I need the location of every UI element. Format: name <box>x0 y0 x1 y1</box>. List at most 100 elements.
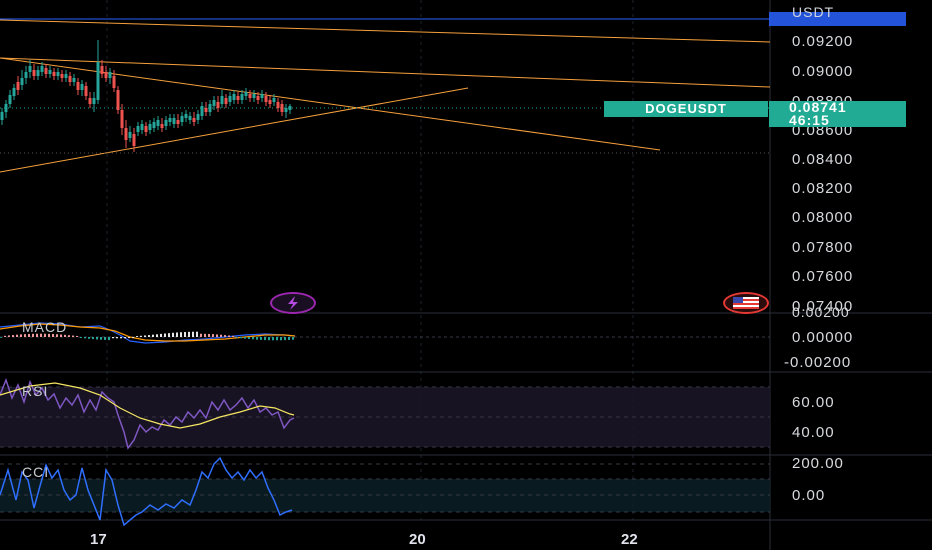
candle-body <box>100 66 104 74</box>
us-flag-icon[interactable] <box>723 292 769 314</box>
macd-histogram-bar <box>172 332 174 337</box>
bar-countdown: 46:15 <box>789 112 830 128</box>
macd-histogram-bar <box>96 337 98 340</box>
candle-body <box>140 124 144 130</box>
macd-histogram-bar <box>128 337 130 339</box>
rsi-axis-60: 60.00 <box>792 394 835 411</box>
candle-body <box>64 74 68 78</box>
candle-body <box>156 120 160 126</box>
candle-body <box>4 104 8 112</box>
macd-histogram-bar <box>160 333 162 337</box>
macd-axis-top: 0.00200 <box>792 304 850 320</box>
candle-body <box>252 94 256 98</box>
macd-histogram-bar <box>280 337 282 341</box>
candle-body <box>124 128 128 140</box>
candle-body <box>168 118 172 122</box>
candle-body <box>164 120 168 126</box>
candle-body <box>248 94 252 98</box>
macd-histogram-bar <box>268 337 270 341</box>
macd-histogram-bar <box>52 334 54 337</box>
macd-histogram-bar <box>48 333 50 337</box>
candle-body <box>92 98 96 104</box>
macd-pane-label[interactable]: MACD <box>22 319 68 335</box>
candlestick-series[interactable] <box>0 40 292 152</box>
candle-body <box>40 66 44 72</box>
candle-body <box>72 78 76 82</box>
price-axis-label: 0.07600 <box>792 268 854 285</box>
trendlines[interactable] <box>0 19 771 173</box>
candle-body <box>180 116 184 122</box>
candle-body <box>52 72 56 76</box>
price-axis-label: 0.09000 <box>792 63 854 80</box>
candle-body <box>184 114 188 118</box>
candle-body <box>212 100 216 106</box>
macd-histogram-bar <box>212 334 214 337</box>
candle-body <box>176 120 180 124</box>
date-label-17: 17 <box>90 531 107 548</box>
macd-histogram-bar <box>32 333 34 337</box>
macd-histogram-bar <box>276 337 278 341</box>
candle-body <box>8 95 12 104</box>
lightning-icon[interactable] <box>270 292 316 314</box>
date-label-22: 22 <box>621 531 638 548</box>
candle-body <box>112 76 116 88</box>
symbol-tag: DOGEUSDT <box>604 101 768 117</box>
macd-histogram-bar <box>288 337 290 340</box>
cci-line <box>0 456 293 527</box>
date-label-20: 20 <box>409 531 426 548</box>
macd-histogram-bar <box>264 337 266 341</box>
macd-histogram-bar <box>80 337 82 338</box>
candle-body <box>200 106 204 116</box>
macd-histogram-bar <box>72 335 74 337</box>
candle-body <box>280 104 284 112</box>
candle-body <box>36 70 40 76</box>
candle-body <box>68 76 72 82</box>
candle-body <box>56 72 60 76</box>
macd-histogram-bar <box>136 336 138 337</box>
rsi-line <box>0 377 295 450</box>
macd-histogram-bar <box>148 335 150 337</box>
macd-histogram-bar <box>168 333 170 337</box>
macd-histogram-bar <box>284 337 286 341</box>
macd-histogram-bar <box>144 335 146 337</box>
macd-histogram-bar <box>156 334 158 337</box>
candle-body <box>132 134 136 146</box>
macd-histogram-bar <box>124 337 126 339</box>
quote-currency-label: USDT <box>792 4 835 20</box>
candle-body <box>28 66 32 72</box>
macd-histogram-bar <box>292 337 294 340</box>
cci-pane-label[interactable]: CCI <box>22 464 50 480</box>
macd-histogram-bar <box>252 337 254 340</box>
macd-histogram-bar <box>232 335 234 337</box>
macd-histogram-bar <box>272 337 274 341</box>
candle-body <box>88 98 92 104</box>
candle-body <box>244 92 248 96</box>
candle-body <box>0 112 4 120</box>
candle-body <box>236 96 240 100</box>
rsi-pane-label[interactable]: RSI <box>22 383 49 399</box>
macd-histogram-bar <box>104 337 106 340</box>
candle-body <box>84 86 88 96</box>
candle-body <box>108 72 112 78</box>
macd-histogram-bar <box>176 332 178 337</box>
candle-body <box>256 96 260 100</box>
macd-histogram-bar <box>120 337 122 339</box>
macd-histogram-bar <box>240 337 242 339</box>
candle-body <box>104 72 108 78</box>
candle-body <box>192 118 196 122</box>
candle-body <box>60 74 64 78</box>
candle-body <box>32 70 36 76</box>
price-axis-label: 0.08200 <box>792 180 854 197</box>
macd-histogram-bar <box>132 337 134 338</box>
candle-body <box>144 126 148 132</box>
candle-body <box>152 122 156 128</box>
macd-histogram-bar <box>220 334 222 337</box>
macd-histogram-bar <box>20 334 22 337</box>
macd-histogram-bar <box>108 337 110 341</box>
candle-body <box>148 124 152 130</box>
candle-body <box>136 126 140 132</box>
macd-histogram-bar <box>244 337 246 339</box>
price-axis-label: 0.07400 <box>792 298 854 315</box>
macd-histogram-bar <box>140 335 142 337</box>
